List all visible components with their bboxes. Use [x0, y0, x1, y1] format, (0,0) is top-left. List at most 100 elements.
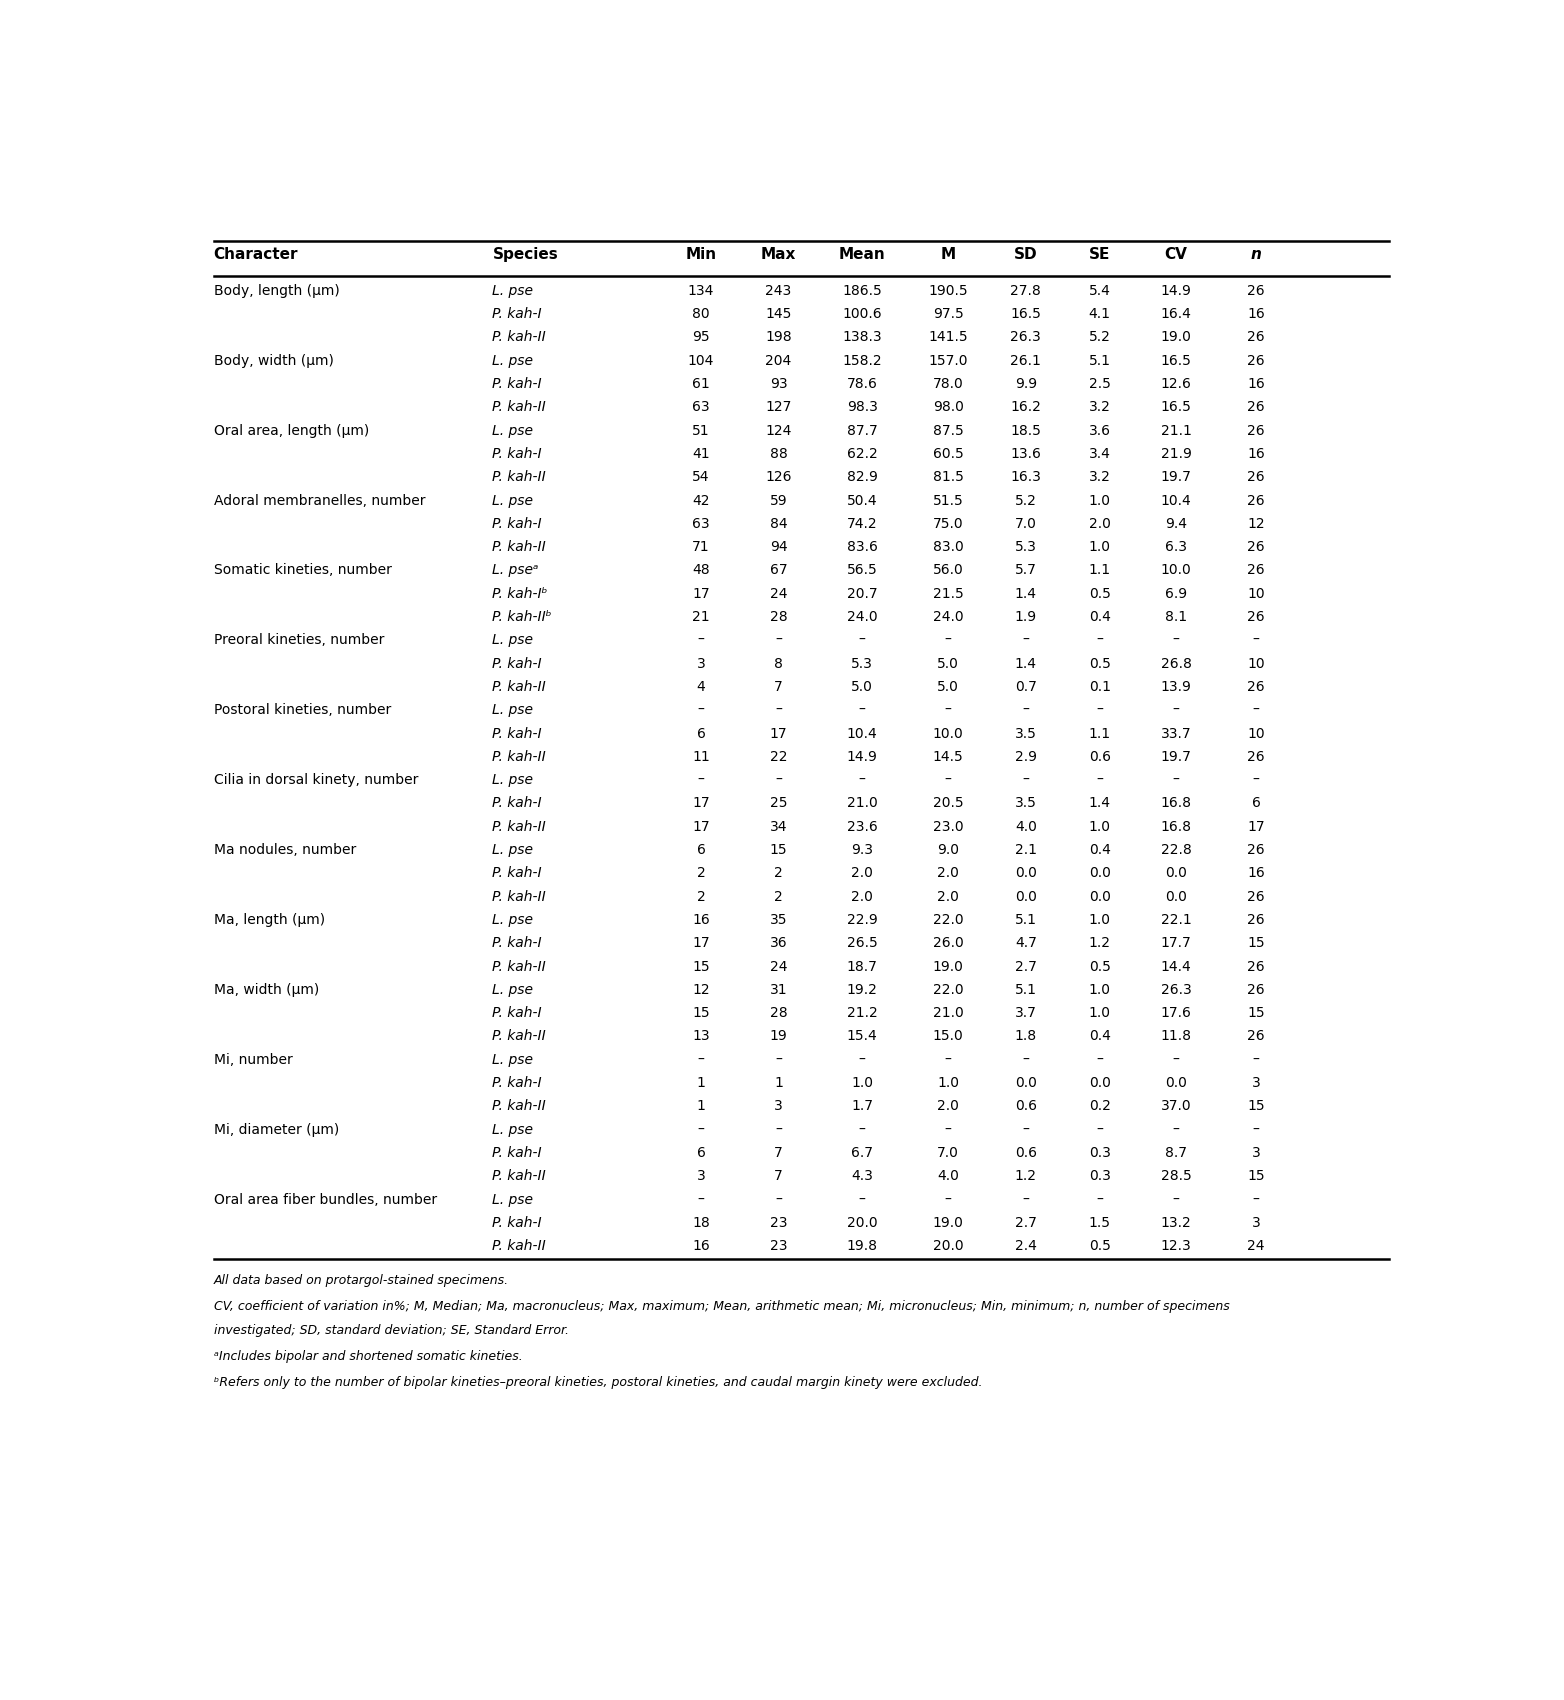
Text: 1.0: 1.0: [937, 1076, 959, 1090]
Text: 6: 6: [696, 1146, 705, 1159]
Text: 5.2: 5.2: [1089, 330, 1110, 345]
Text: –: –: [1023, 1193, 1029, 1207]
Text: 54: 54: [693, 471, 710, 484]
Text: 2.0: 2.0: [937, 889, 959, 904]
Text: –: –: [1023, 634, 1029, 648]
Text: –: –: [698, 1193, 704, 1207]
Text: 10: 10: [1247, 586, 1265, 600]
Text: P. kah-II: P. kah-II: [493, 959, 546, 974]
Text: –: –: [945, 634, 951, 648]
Text: 2.7: 2.7: [1015, 959, 1037, 974]
Text: P. kah-IIᵇ: P. kah-IIᵇ: [493, 610, 552, 624]
Text: L. pse: L. pse: [493, 983, 533, 996]
Text: 0.0: 0.0: [1089, 1076, 1110, 1090]
Text: 16.2: 16.2: [1010, 401, 1042, 415]
Text: 1: 1: [696, 1076, 705, 1090]
Text: 10.4: 10.4: [1160, 493, 1192, 508]
Text: 8.7: 8.7: [1165, 1146, 1187, 1159]
Text: L. pse: L. pse: [493, 354, 533, 367]
Text: 0.0: 0.0: [1089, 867, 1110, 881]
Text: 31: 31: [769, 983, 787, 996]
Text: 78.6: 78.6: [846, 377, 877, 391]
Text: 1.0: 1.0: [851, 1076, 873, 1090]
Text: Ma, length (μm): Ma, length (μm): [214, 913, 325, 927]
Text: Somatic kineties, number: Somatic kineties, number: [214, 563, 391, 578]
Text: 19.0: 19.0: [1160, 330, 1192, 345]
Text: 141.5: 141.5: [929, 330, 968, 345]
Text: Max: Max: [760, 246, 796, 262]
Text: 5.2: 5.2: [1015, 493, 1037, 508]
Text: 21.0: 21.0: [932, 1006, 963, 1020]
Text: 63: 63: [693, 517, 710, 530]
Text: 0.3: 0.3: [1089, 1146, 1110, 1159]
Text: 26: 26: [1247, 471, 1265, 484]
Text: 21.0: 21.0: [846, 797, 877, 811]
Text: 3.5: 3.5: [1015, 726, 1037, 741]
Text: 21.1: 21.1: [1160, 423, 1192, 437]
Text: 26: 26: [1247, 354, 1265, 367]
Text: 0.0: 0.0: [1165, 889, 1187, 904]
Text: –: –: [1173, 1052, 1179, 1068]
Text: –: –: [1253, 1052, 1259, 1068]
Text: 21: 21: [693, 610, 710, 624]
Text: 19.7: 19.7: [1160, 471, 1192, 484]
Text: –: –: [1173, 774, 1179, 787]
Text: –: –: [1023, 774, 1029, 787]
Text: 15: 15: [1247, 1170, 1265, 1183]
Text: 1.0: 1.0: [1089, 819, 1110, 833]
Text: –: –: [1173, 704, 1179, 717]
Text: 10.0: 10.0: [1160, 563, 1192, 578]
Text: 28: 28: [769, 610, 787, 624]
Text: Mi, number: Mi, number: [214, 1052, 292, 1068]
Text: Body, length (μm): Body, length (μm): [214, 284, 339, 298]
Text: 24: 24: [769, 959, 787, 974]
Text: P. kah-II: P. kah-II: [493, 330, 546, 345]
Text: All data based on protargol-stained specimens.: All data based on protargol-stained spec…: [214, 1275, 508, 1287]
Text: 1.8: 1.8: [1015, 1030, 1037, 1044]
Text: 26.3: 26.3: [1160, 983, 1192, 996]
Text: L. pse: L. pse: [493, 1193, 533, 1207]
Text: 15.0: 15.0: [932, 1030, 963, 1044]
Text: 1.9: 1.9: [1015, 610, 1037, 624]
Text: Species: Species: [493, 246, 558, 262]
Text: 42: 42: [693, 493, 710, 508]
Text: CV, coefficient of variation in%; M, Median; Ma, macronucleus; Max, maximum; Mea: CV, coefficient of variation in%; M, Med…: [214, 1300, 1229, 1314]
Text: 1.5: 1.5: [1089, 1216, 1110, 1229]
Text: 3.2: 3.2: [1089, 471, 1110, 484]
Text: 7: 7: [774, 1146, 784, 1159]
Text: 16.5: 16.5: [1010, 308, 1042, 321]
Text: –: –: [859, 774, 865, 787]
Text: 88: 88: [769, 447, 787, 461]
Text: 26: 26: [1247, 284, 1265, 298]
Text: 1: 1: [774, 1076, 784, 1090]
Text: 13.6: 13.6: [1010, 447, 1042, 461]
Text: 26.8: 26.8: [1160, 656, 1192, 672]
Text: 98.3: 98.3: [846, 401, 877, 415]
Text: L. pse: L. pse: [493, 843, 533, 857]
Text: 17.6: 17.6: [1160, 1006, 1192, 1020]
Text: –: –: [945, 704, 951, 717]
Text: Postoral kineties, number: Postoral kineties, number: [214, 704, 391, 717]
Text: 18: 18: [693, 1216, 710, 1229]
Text: –: –: [1173, 634, 1179, 648]
Text: –: –: [698, 1052, 704, 1068]
Text: –: –: [776, 704, 782, 717]
Text: 62.2: 62.2: [846, 447, 877, 461]
Text: 0.4: 0.4: [1089, 1030, 1110, 1044]
Text: 2.5: 2.5: [1089, 377, 1110, 391]
Text: 0.6: 0.6: [1089, 750, 1110, 763]
Text: –: –: [1096, 774, 1103, 787]
Text: 19.8: 19.8: [846, 1239, 877, 1253]
Text: 17: 17: [1247, 819, 1265, 833]
Text: 16: 16: [693, 913, 710, 927]
Text: 15: 15: [1247, 1006, 1265, 1020]
Text: 21.5: 21.5: [932, 586, 963, 600]
Text: 157.0: 157.0: [929, 354, 968, 367]
Text: 198: 198: [765, 330, 791, 345]
Text: 83.6: 83.6: [846, 541, 877, 554]
Text: P. kah-II: P. kah-II: [493, 1030, 546, 1044]
Text: Preoral kineties, number: Preoral kineties, number: [214, 634, 385, 648]
Text: 18.7: 18.7: [846, 959, 877, 974]
Text: 13: 13: [693, 1030, 710, 1044]
Text: 14.9: 14.9: [1160, 284, 1192, 298]
